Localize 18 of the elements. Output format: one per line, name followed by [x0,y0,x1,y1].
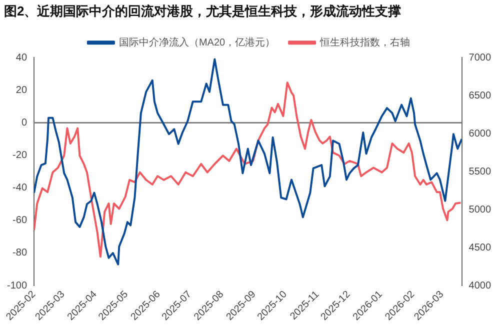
y2-tick-label: 4500 [468,242,492,254]
chart-title: 图2、近期国际中介的回流对港股，尤其是恒生科技，形成流动性支撑 [4,3,402,18]
y-tick-label: -100 [7,280,28,292]
y-tick-label: 0 [21,117,28,128]
y2-tick-label: 6500 [468,90,492,102]
y2-tick-label: 6000 [468,128,492,140]
legend-label: 国际中介净流入（MA20，亿港元） [118,36,276,48]
y-tick-label: -20 [12,150,28,162]
y-tick-label: -40 [12,182,28,194]
legend-label: 恒生科技指数，右轴 [319,36,410,48]
y-tick-label: 20 [16,84,28,96]
y-tick-label: -80 [12,248,28,259]
y2-tick-label: 4000 [468,280,492,292]
y2-tick-label: 5000 [468,204,492,216]
y2-tick-label: 7000 [468,52,492,64]
y2-tick-label: 5500 [468,166,492,178]
y-tick-label: 40 [16,52,28,64]
y-tick-label: -60 [12,215,28,226]
